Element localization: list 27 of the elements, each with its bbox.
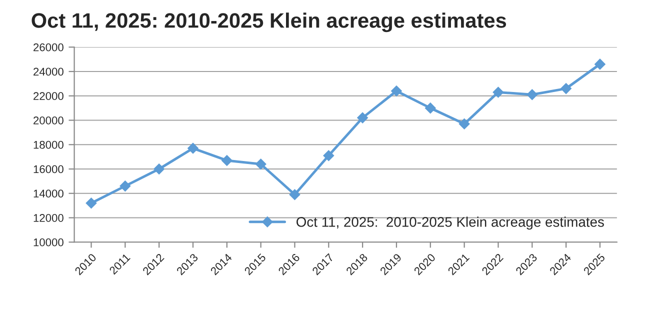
y-tick-label: 18000 — [34, 140, 64, 149]
point — [221, 155, 232, 166]
point — [86, 198, 97, 209]
y-tick-label: 26000 — [34, 43, 64, 52]
point — [289, 189, 300, 200]
point — [458, 118, 470, 130]
legend-label: Oct 11, 2025: 2010-2025 Klein acreage estimates — [296, 216, 604, 230]
point — [357, 112, 368, 124]
point — [154, 164, 165, 174]
y-tick-label: 22000 — [34, 92, 64, 100]
y-tick-label: 16000 — [34, 165, 64, 174]
point — [255, 158, 266, 170]
y-tick-label: 12000 — [34, 214, 64, 222]
y-tick-label: 10000 — [34, 238, 64, 246]
point — [323, 150, 334, 162]
point — [391, 86, 402, 96]
y-tick-label: 20000 — [34, 116, 64, 124]
point — [424, 102, 436, 114]
point — [526, 89, 538, 100]
y-tick-label: 24000 — [34, 68, 64, 76]
point — [120, 180, 131, 192]
point — [492, 86, 504, 98]
chart-title: Oct 11, 2025: 2010-2025 Klein acreage estimates — [32, 12, 506, 32]
point — [560, 83, 572, 94]
point — [188, 142, 198, 154]
point — [594, 58, 606, 70]
y-tick-label: 14000 — [34, 190, 64, 198]
